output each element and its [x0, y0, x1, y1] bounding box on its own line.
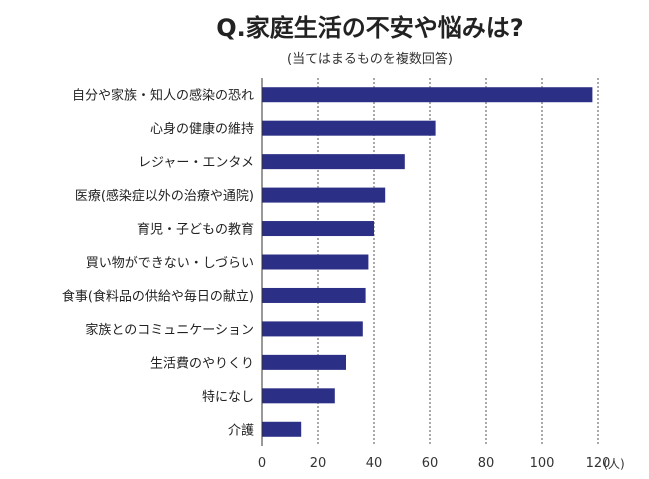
bar	[262, 254, 369, 270]
x-tick-label: 20	[310, 456, 327, 471]
bar	[262, 154, 405, 170]
x-tick-label: 0	[258, 456, 266, 471]
x-tick-label: 120	[586, 456, 611, 471]
x-tick-label: 40	[366, 456, 383, 471]
bar	[262, 187, 386, 203]
category-label: 心身の健康の維持	[150, 121, 254, 137]
category-label: レジャー・エンタメ	[138, 156, 254, 171]
category-label: 生活費のやりくり	[150, 356, 254, 371]
chart-title: Q.家庭生活の不安や悩みは?	[216, 14, 523, 42]
x-tick-labels: 0 20 40 60 80 100 120	[258, 456, 611, 471]
category-label: 特になし	[202, 390, 254, 405]
category-label: 自分や家族・知人の感染の恐れ	[72, 88, 254, 104]
category-label: 家族とのコミュニケーション	[85, 322, 254, 338]
category-label: 育児・子どもの教育	[137, 222, 254, 238]
bar	[262, 321, 363, 337]
chart-subtitle: (当てはまるものを複数回答)	[287, 51, 453, 67]
category-label: 買い物ができない・しづらい	[86, 256, 254, 271]
category-label: 介護	[228, 422, 254, 438]
category-label: 食事(食料品の供給や毎日の献立)	[62, 288, 254, 304]
bar	[262, 354, 346, 370]
bar	[262, 87, 593, 103]
x-unit-label: (人)	[603, 457, 624, 471]
x-tick-label: 60	[422, 456, 439, 471]
bar	[262, 120, 436, 136]
bar	[262, 388, 335, 404]
x-tick-label: 80	[478, 456, 495, 471]
bar	[262, 287, 366, 303]
x-tick-label: 100	[530, 456, 555, 471]
category-label: 医療(感染症以外の治療や通院)	[75, 188, 254, 204]
bar	[262, 221, 374, 237]
bar	[262, 421, 302, 437]
bars	[262, 87, 593, 437]
category-labels: 自分や家族・知人の感染の恐れ心身の健康の維持レジャー・エンタメ医療(感染症以外の…	[62, 88, 254, 439]
